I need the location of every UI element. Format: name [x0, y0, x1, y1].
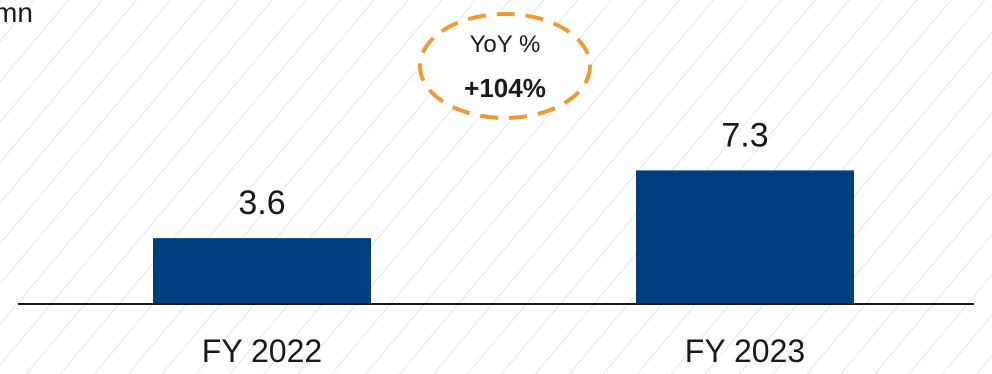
- data-label-fy-2022: 3.6: [238, 184, 285, 222]
- yoy-callout-value: +104%: [464, 73, 546, 103]
- yoy-callout-label: YoY %: [470, 31, 541, 58]
- x-tick-label-fy-2023: FY 2023: [685, 333, 805, 369]
- yoy-callout-ellipse: [418, 12, 592, 120]
- bar-fy-2022: [153, 238, 371, 304]
- unit-label: mn: [0, 0, 33, 28]
- yoy-callout: YoY % +104%: [418, 12, 592, 120]
- bars-layer: [153, 170, 854, 304]
- x-tick-label-fy-2022: FY 2022: [202, 333, 322, 369]
- labels-layer: 3.6 FY 2022 7.3 FY 2023: [202, 116, 805, 369]
- data-label-fy-2023: 7.3: [721, 116, 768, 154]
- bar-fy-2023: [636, 170, 854, 304]
